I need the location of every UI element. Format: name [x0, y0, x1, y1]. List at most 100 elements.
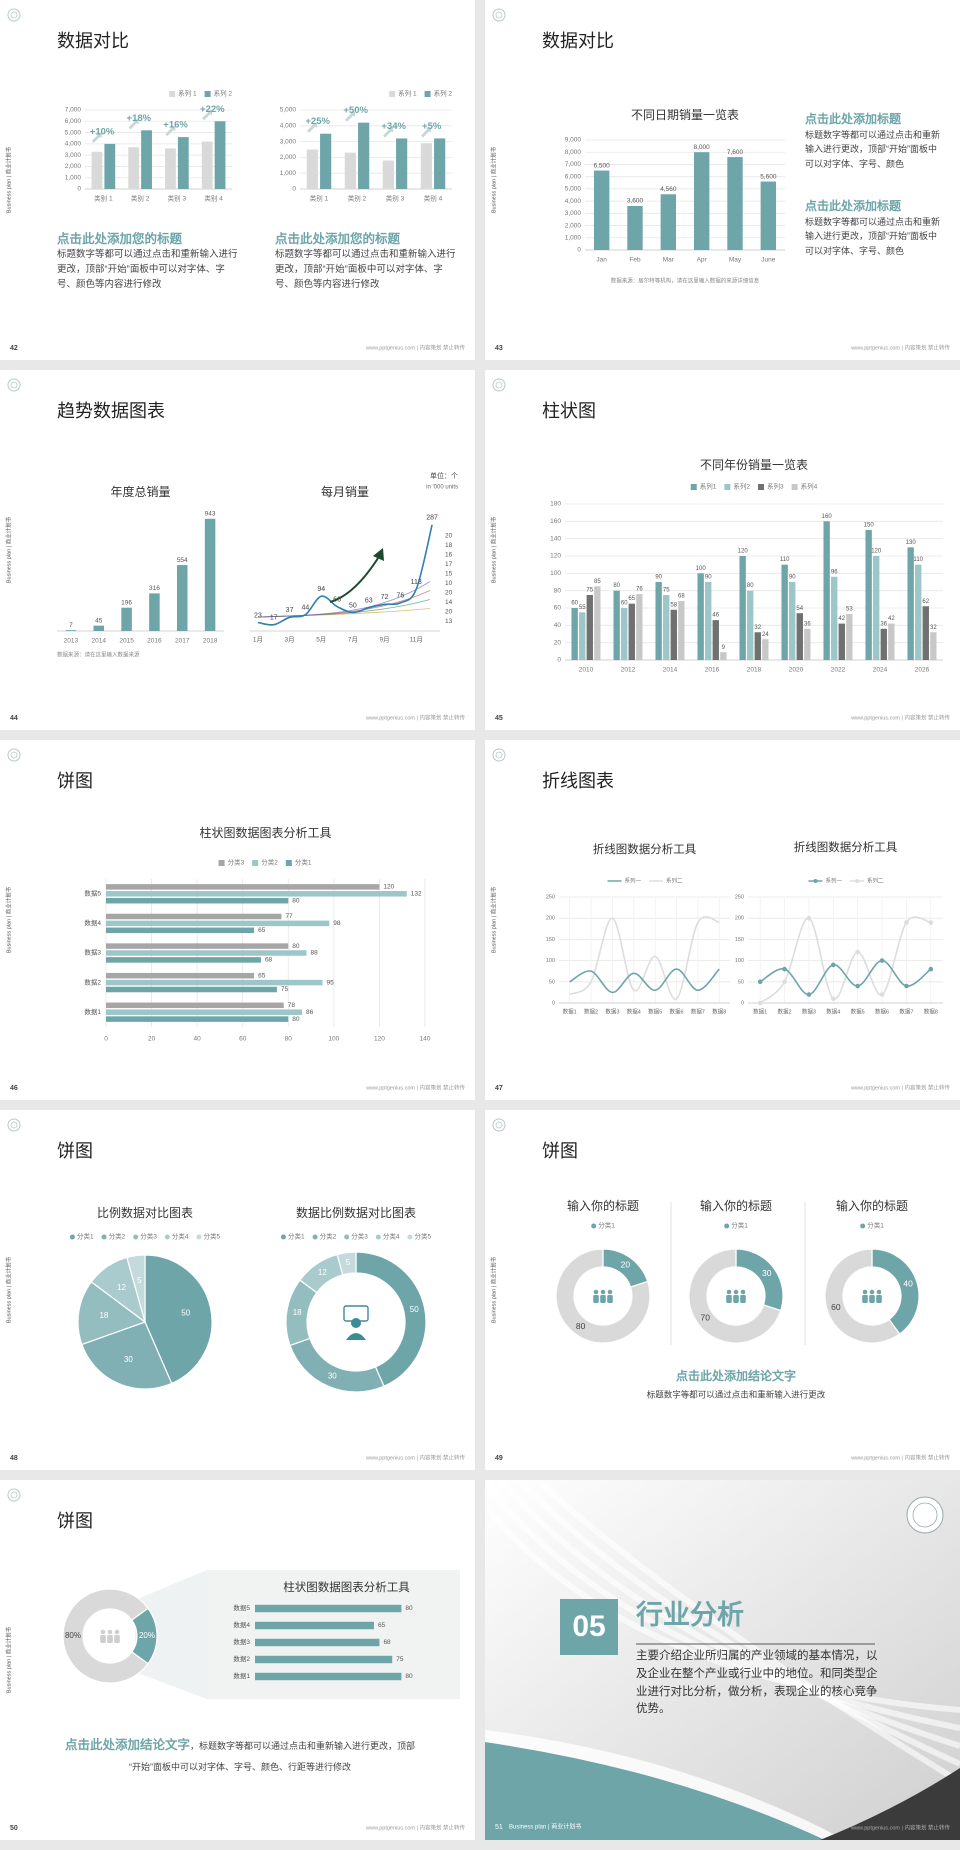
side-label: Business plan | 商业计划书: [4, 146, 12, 213]
y-tick-label: 160: [550, 518, 561, 525]
value-label: 94: [317, 586, 325, 593]
legend-label: 系列4: [801, 482, 818, 491]
slice: [81, 1321, 173, 1390]
bar: [106, 897, 289, 904]
x-tick-label: 类别 2: [348, 194, 367, 203]
y-tick-label: 50: [738, 979, 744, 985]
bar: [880, 628, 887, 660]
value-label: 32: [754, 625, 761, 631]
value-label: 75: [281, 986, 289, 993]
page-number: 51: [495, 1824, 503, 1831]
value-label: 100: [696, 566, 707, 572]
legend-label: 分类1: [867, 1221, 884, 1230]
y-tick-label: 0: [577, 247, 581, 254]
bar: [705, 582, 712, 660]
x-tick-label: 2010: [579, 667, 594, 674]
legend-label: 系列 1: [178, 89, 197, 98]
slice: [131, 1607, 158, 1665]
bar: [121, 607, 132, 631]
background-line: [257, 581, 431, 618]
end-label: 10: [445, 580, 453, 587]
legend-swatch: [312, 1234, 318, 1240]
value-label: 18: [293, 1308, 302, 1317]
value-label: 75: [396, 1656, 404, 1663]
x-tick-label: 数据5: [648, 1007, 662, 1015]
annotation-arrow: [202, 110, 213, 121]
legend-label: 分类4: [383, 1232, 400, 1241]
slide: Business plan | 商业计划书 46 www.pptgenius.com…: [0, 740, 475, 1100]
bar: [382, 160, 394, 189]
chart-note: 数据来源：居尔特等机构，请在这里输入数据的来源详细信息: [611, 276, 760, 284]
bar: [627, 206, 643, 250]
y-tick-label: 50: [549, 979, 555, 985]
value-label: 77: [285, 913, 293, 920]
logo: [10, 11, 18, 19]
slide-title: 数据对比: [57, 31, 129, 51]
icon: [607, 1295, 613, 1303]
conclusion-text: ，标题数字等都可以通过点击和重新输入进行更改，顶部“开始”面板中可以对字体、字号…: [129, 1741, 416, 1773]
bar: [165, 148, 176, 189]
callout-wedge: [135, 1570, 207, 1699]
annotation: +25%: [305, 116, 330, 127]
value-label: 36: [804, 621, 811, 627]
bar: [754, 632, 761, 660]
bar: [613, 590, 620, 660]
value-label: 65: [258, 972, 266, 979]
page-number: 46: [10, 1085, 18, 1092]
value-label: 9: [722, 645, 726, 651]
value-label: 76: [397, 593, 405, 600]
x-tick-label: 100: [328, 1036, 339, 1043]
slide-title: 饼图: [57, 1511, 93, 1531]
slice: [824, 1248, 901, 1344]
value-label: 50: [410, 1305, 419, 1314]
bar: [747, 590, 754, 660]
bar: [106, 1016, 289, 1022]
legend-swatch: [218, 860, 225, 866]
bar: [823, 521, 830, 660]
y-tick-label: 数据5: [233, 1603, 250, 1612]
trend-arrow-head: [373, 548, 384, 561]
x-tick-label: 1月: [253, 636, 263, 644]
x-tick-label: 2022: [831, 667, 846, 674]
legend-label: 分类1: [731, 1221, 748, 1230]
y-tick-label: 0: [77, 186, 81, 193]
value-label: 4,560: [660, 186, 677, 193]
y-tick-label: 60: [554, 605, 562, 612]
side-label: Business plan | 商业计划书: [489, 886, 497, 953]
background-curve: [485, 1480, 960, 1731]
slide-canvas: 05 行业分析 51 Business plan | 商业计划书 www.pptgeni…: [485, 1480, 960, 1840]
marker: [806, 992, 812, 997]
end-label: 20: [445, 533, 453, 540]
side-label: Business plan | 商业计划书: [4, 1256, 12, 1323]
conclusion-heading: 点击此处添加结论文字: [64, 1738, 190, 1752]
value-label: 5,600: [760, 173, 777, 180]
marker: [855, 949, 860, 955]
y-tick-label: 5,000: [280, 107, 297, 114]
bar: [149, 593, 160, 631]
y-tick-label: 数据4: [233, 1620, 250, 1629]
y-tick-label: 140: [550, 535, 561, 542]
value-label: 80: [613, 583, 620, 589]
x-tick-label: 2024: [873, 667, 888, 674]
legend-swatch: [813, 879, 818, 883]
value-label: 90: [705, 575, 712, 581]
y-tick-label: 数据2: [233, 1654, 250, 1663]
value-label: 7: [69, 622, 73, 629]
bar: [106, 913, 282, 920]
icon: [593, 1295, 599, 1303]
side-label: Business plan | 商业计划书: [489, 1256, 497, 1323]
value-label: 554: [177, 557, 188, 564]
value-label: 42: [838, 616, 845, 622]
bar: [255, 1604, 402, 1613]
icon: [100, 1635, 106, 1643]
chart-title: 输入你的标题: [836, 1198, 908, 1213]
y-tick-label: 0: [741, 1000, 744, 1006]
bar: [255, 1638, 380, 1647]
icon: [600, 1289, 606, 1295]
marker: [855, 983, 860, 989]
value-label: 113: [411, 579, 422, 586]
bar: [930, 632, 937, 660]
slide-title: 饼图: [542, 1141, 578, 1161]
x-tick-label: 2026: [915, 667, 930, 674]
bar: [255, 1672, 402, 1681]
